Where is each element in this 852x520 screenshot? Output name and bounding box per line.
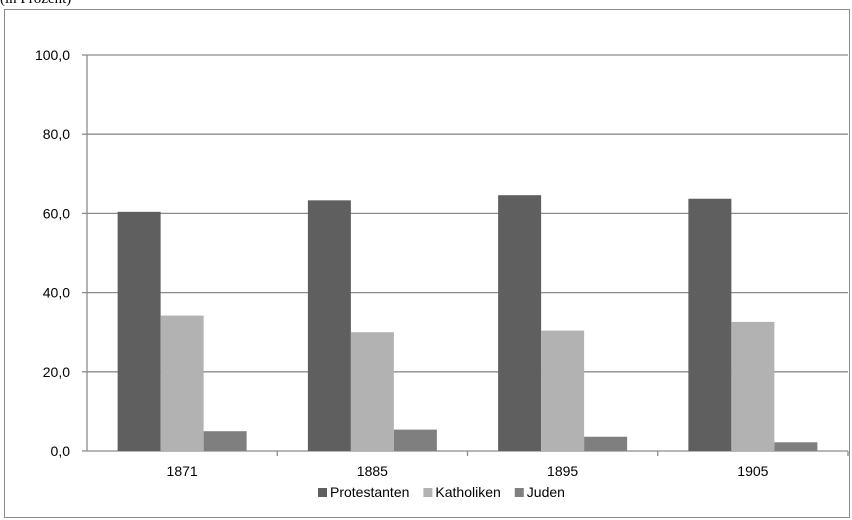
bar-protestanten-1895 — [498, 195, 542, 451]
legend-swatch-juden — [514, 488, 524, 497]
legend-label-katholiken: Katholiken — [435, 484, 500, 500]
legend-swatch-protestanten — [318, 488, 327, 497]
bar-juden-1885 — [393, 429, 437, 451]
legend-swatch-katholiken — [423, 488, 433, 497]
bar-juden-1895 — [584, 436, 628, 451]
y-tick-label: 20,0 — [43, 364, 70, 380]
bar-juden-1871 — [203, 431, 247, 451]
x-tick-label: 1871 — [167, 463, 198, 479]
y-tick-label: 100,0 — [35, 47, 70, 63]
y-tick-label: 0,0 — [51, 443, 71, 459]
x-tick-label: 1905 — [737, 463, 768, 479]
bar-katholiken-1871 — [160, 315, 204, 451]
y-tick-label: 40,0 — [43, 285, 70, 301]
y-tick-labels: 0,0 20,0 40,0 60,0 80,0 100,0 — [35, 47, 70, 459]
bar-juden-1905 — [774, 442, 818, 451]
x-tick-labels: 1871 1885 1895 1905 — [167, 463, 769, 479]
chart-caption: (in Prozent) — [0, 0, 71, 8]
x-tick-label: 1885 — [357, 463, 388, 479]
y-tick-label: 60,0 — [43, 205, 70, 221]
bar-katholiken-1895 — [541, 330, 585, 451]
legend-label-protestanten: Protestanten — [330, 484, 409, 500]
legend: Protestanten Katholiken Juden — [318, 484, 565, 500]
bars — [117, 195, 818, 451]
bar-protestanten-1885 — [307, 200, 351, 451]
legend-label-juden: Juden — [527, 484, 565, 500]
bar-protestanten-1871 — [117, 211, 161, 451]
bar-protestanten-1905 — [688, 198, 732, 451]
bar-katholiken-1905 — [731, 321, 775, 451]
x-tick-label: 1895 — [547, 463, 578, 479]
y-tick-label: 80,0 — [43, 126, 70, 142]
bar-katholiken-1885 — [350, 332, 394, 451]
